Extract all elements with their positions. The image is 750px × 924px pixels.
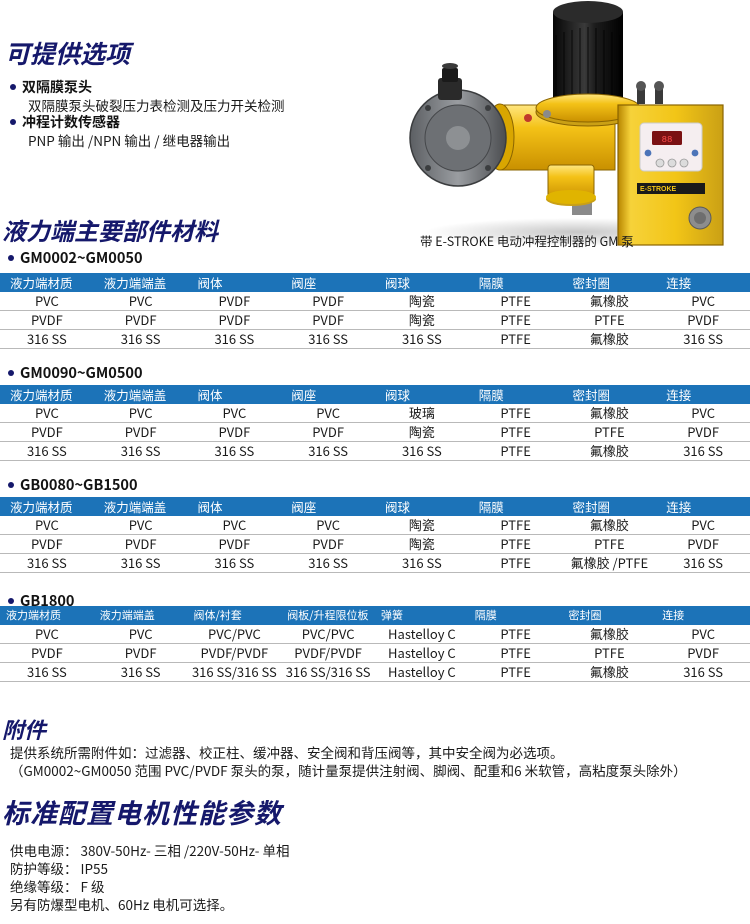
svg-text:88: 88	[662, 135, 673, 145]
svg-text:E-STROKE: E-STROKE	[640, 186, 677, 193]
